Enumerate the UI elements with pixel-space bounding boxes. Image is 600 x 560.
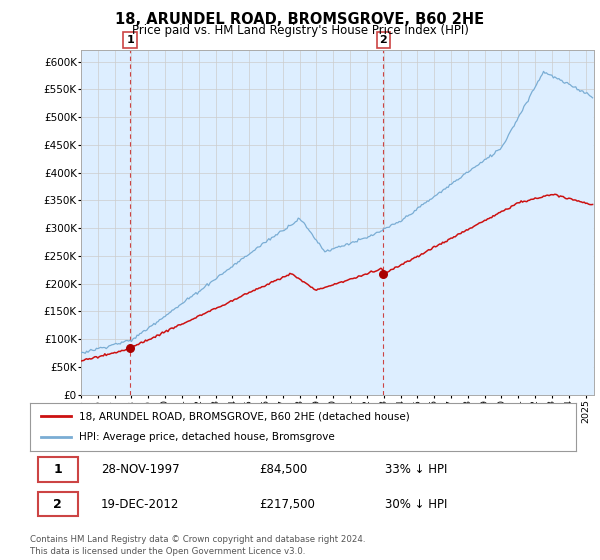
Text: HPI: Average price, detached house, Bromsgrove: HPI: Average price, detached house, Brom… bbox=[79, 432, 335, 442]
Text: 30% ↓ HPI: 30% ↓ HPI bbox=[385, 498, 447, 511]
Text: £217,500: £217,500 bbox=[259, 498, 315, 511]
Text: £84,500: £84,500 bbox=[259, 463, 308, 476]
Point bbox=[379, 269, 388, 278]
Text: 2: 2 bbox=[53, 498, 62, 511]
Text: 1: 1 bbox=[126, 35, 134, 45]
FancyBboxPatch shape bbox=[38, 458, 77, 482]
Text: 33% ↓ HPI: 33% ↓ HPI bbox=[385, 463, 447, 476]
Text: Contains HM Land Registry data © Crown copyright and database right 2024.
This d: Contains HM Land Registry data © Crown c… bbox=[30, 535, 365, 556]
Point bbox=[125, 343, 135, 352]
Text: 18, ARUNDEL ROAD, BROMSGROVE, B60 2HE: 18, ARUNDEL ROAD, BROMSGROVE, B60 2HE bbox=[115, 12, 485, 27]
Text: 28-NOV-1997: 28-NOV-1997 bbox=[101, 463, 179, 476]
Text: 2: 2 bbox=[379, 35, 387, 45]
Text: 1: 1 bbox=[53, 463, 62, 476]
Text: Price paid vs. HM Land Registry's House Price Index (HPI): Price paid vs. HM Land Registry's House … bbox=[131, 24, 469, 37]
Text: 19-DEC-2012: 19-DEC-2012 bbox=[101, 498, 179, 511]
Text: 18, ARUNDEL ROAD, BROMSGROVE, B60 2HE (detached house): 18, ARUNDEL ROAD, BROMSGROVE, B60 2HE (d… bbox=[79, 411, 410, 421]
FancyBboxPatch shape bbox=[38, 492, 77, 516]
